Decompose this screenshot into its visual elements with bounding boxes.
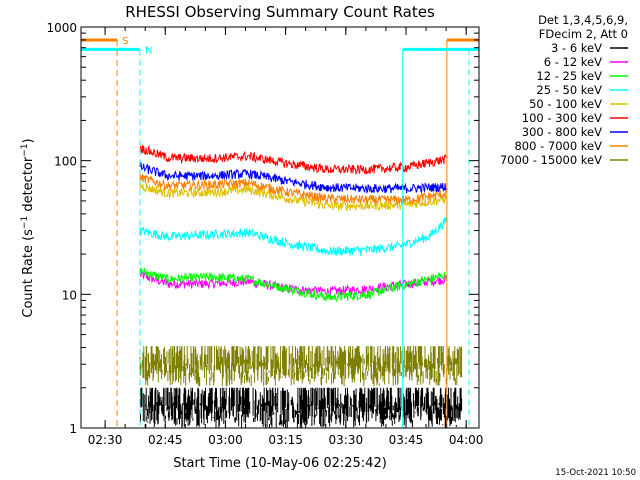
series-band-3-6keV bbox=[140, 387, 463, 428]
legend-entry-label: 7000 - 15000 keV bbox=[500, 153, 602, 167]
legend-entry-label: 3 - 6 keV bbox=[551, 41, 602, 55]
x-axis-label: Start Time (10-May-06 02:25:42) bbox=[173, 456, 387, 471]
series-line-800-7000keV bbox=[139, 173, 447, 205]
plot-frame bbox=[80, 26, 480, 429]
x-tick-label: 03:00 bbox=[208, 433, 243, 447]
legend-header-line-2: FDecim 2, Att 0 bbox=[539, 27, 628, 41]
series-line-300-800keV bbox=[139, 161, 447, 194]
legend-entry-label: 25 - 50 keV bbox=[536, 83, 602, 97]
y-tick-label: 10 bbox=[62, 288, 77, 302]
x-tick-label: 03:15 bbox=[268, 433, 303, 447]
y-axis-label-sup1: −1 bbox=[20, 216, 30, 229]
y-axis-label: Count Rate (s−1 detector−1) bbox=[20, 138, 36, 317]
legend-entry-label: 300 - 800 keV bbox=[522, 125, 602, 139]
x-tick-label: 03:45 bbox=[389, 433, 424, 447]
y-tick-label: 1000 bbox=[46, 21, 77, 35]
y-axis-label-end: ) bbox=[21, 138, 36, 143]
series-line-25-50keV bbox=[139, 217, 447, 257]
y-axis-label-main: Count Rate (s bbox=[21, 229, 36, 318]
y-axis-label-sup2: −1 bbox=[20, 143, 30, 156]
series-line-12-25keV bbox=[139, 267, 447, 303]
series-line-100-300keV bbox=[139, 144, 447, 176]
y-tick-label: 1 bbox=[69, 422, 77, 436]
chart-title: RHESSI Observing Summary Count Rates bbox=[125, 3, 435, 21]
annotation-label-S: S bbox=[122, 36, 128, 47]
legend-header-line-1: Det 1,3,4,5,6,9, bbox=[538, 13, 628, 27]
x-tick-label: 02:30 bbox=[88, 433, 123, 447]
y-tick-label: 100 bbox=[54, 155, 77, 169]
x-tick-label: 04:00 bbox=[449, 433, 484, 447]
legend-entry-label: 50 - 100 keV bbox=[529, 97, 602, 111]
axis-layer: 02:30 02:45 03:00 03:15 03:30 03:45 04:00 1 10 10… bbox=[46, 21, 483, 447]
annotation-label-N: N bbox=[145, 45, 152, 56]
legend-entry-label: 800 - 7000 keV bbox=[514, 139, 602, 153]
legend-entry-label: 12 - 25 keV bbox=[536, 69, 602, 83]
legend-entry-label: 100 - 300 keV bbox=[522, 111, 602, 125]
date-stamp: 15-Oct-2021 10:50 bbox=[555, 468, 636, 478]
annotation-layer bbox=[81, 38, 479, 428]
y-axis-label-mid: detector bbox=[21, 156, 36, 216]
x-tick-label: 02:45 bbox=[148, 433, 183, 447]
legend: Det 1,3,4,5,6,9, FDecim 2, Att 0 3 - 6 k… bbox=[500, 13, 628, 167]
legend-entry-label: 6 - 12 keV bbox=[544, 55, 602, 69]
x-tick-label: 03:30 bbox=[329, 433, 364, 447]
